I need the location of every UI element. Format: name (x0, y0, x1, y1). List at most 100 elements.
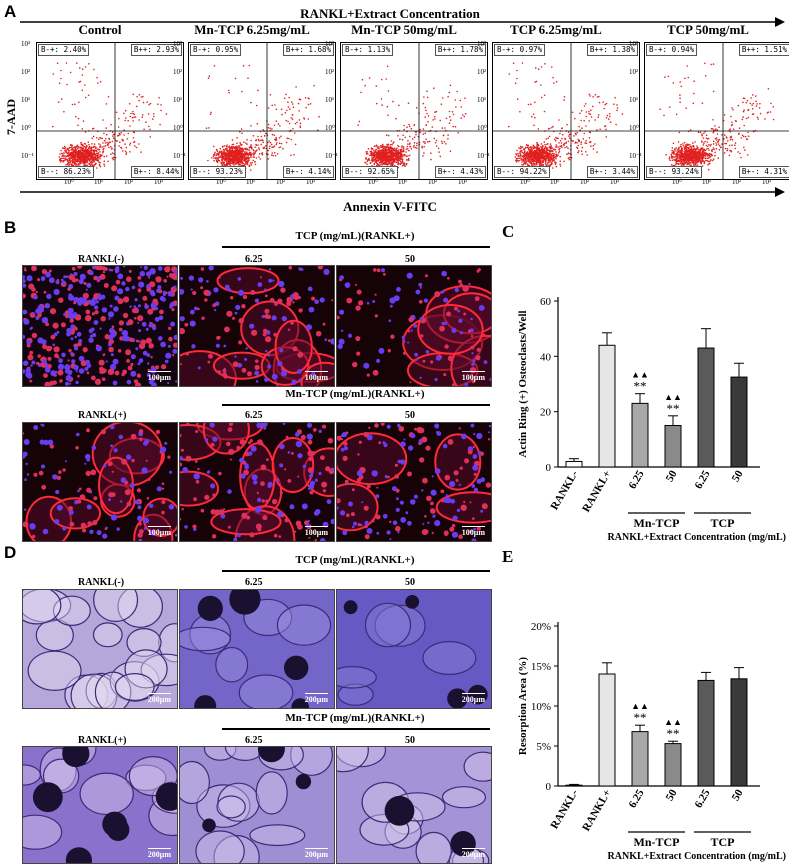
cell-dot (31, 311, 35, 315)
facs-event-dot (711, 128, 714, 130)
facs-event-dot (234, 161, 236, 164)
facs-event-dot (104, 140, 106, 142)
facs-event-dot (61, 152, 63, 155)
facs-event-dot (250, 154, 253, 157)
facs-x-tick: 10² (276, 178, 286, 186)
facs-event-dot (223, 161, 225, 164)
cell-dot (173, 334, 177, 340)
facs-event-dot (549, 155, 552, 158)
facs-event-dot (250, 125, 252, 127)
facs-event-dot (527, 152, 530, 154)
facs-event-dot (457, 131, 459, 134)
cell-dot (76, 266, 83, 269)
facs-event-dot (548, 127, 551, 130)
facs-event-dot (258, 156, 260, 158)
facs-event-dot (679, 157, 681, 160)
facs-event-dot (574, 117, 576, 120)
facs-event-dot (597, 114, 600, 116)
facs-event-dot (438, 151, 440, 153)
facs-event-dot (701, 165, 704, 167)
facs-event-dot (92, 135, 95, 138)
cell-dot (27, 354, 34, 361)
facs-event-dot (539, 152, 542, 155)
facs-event-dot (712, 132, 715, 134)
facs-event-dot (232, 146, 235, 148)
facs-event-dot (435, 139, 438, 142)
facs-event-dot (580, 143, 582, 145)
facs-event-dot (258, 148, 261, 151)
facs-event-dot (679, 94, 681, 96)
facs-event-dot (683, 159, 685, 161)
cell-dot (28, 283, 35, 290)
facs-event-dot (370, 147, 373, 149)
facs-event-dot (383, 161, 386, 164)
facs-event-dot (373, 156, 376, 159)
facs-event-dot (708, 143, 710, 146)
cell-dot (69, 382, 72, 385)
facs-event-dot (255, 104, 258, 107)
facs-event-dot (616, 104, 618, 106)
facs-event-dot (219, 150, 221, 153)
facs-event-dot (74, 148, 77, 150)
facs-event-dot (383, 145, 386, 148)
cell-dot (141, 321, 147, 327)
facs-event-dot (594, 94, 597, 96)
facs-event-dot (269, 127, 271, 129)
facs-event-dot (592, 96, 594, 98)
facs-event-dot (533, 146, 536, 148)
facs-event-dot (85, 146, 88, 149)
facs-event-dot (381, 150, 383, 153)
facs-event-dot (705, 144, 708, 147)
facs-event-dot (215, 157, 217, 160)
facs-event-dot (84, 156, 87, 159)
facs-event-dot (231, 154, 233, 157)
facs-x-tick: 10² (428, 178, 438, 186)
cell-dot (44, 366, 51, 373)
facs-event-dot (692, 161, 695, 164)
facs-event-dot (210, 111, 212, 114)
facs-event-dot (99, 151, 101, 153)
facs-event-dot (559, 132, 561, 135)
facs-event-dot (585, 142, 588, 145)
facs-event-dot (714, 151, 716, 154)
facs-event-dot (537, 144, 539, 146)
facs-event-dot (293, 154, 295, 156)
facs-event-dot (523, 161, 526, 164)
facs-event-dot (538, 161, 541, 164)
facs-title: TCP 50mg/mL (667, 22, 749, 37)
facs-event-dot (680, 152, 683, 154)
quadrant-label-ur: B++: 1.51% (738, 44, 789, 56)
facs-event-dot (229, 164, 232, 166)
facs-event-dot (379, 146, 381, 148)
facs-event-dot (407, 143, 409, 145)
facs-event-dot (708, 152, 711, 155)
facs-event-dot (702, 144, 705, 146)
facs-event-dot (236, 155, 239, 157)
facs-event-dot (269, 145, 271, 147)
facs-event-dot (273, 145, 276, 147)
cell-dot (31, 360, 36, 365)
facs-event-dot (401, 146, 403, 148)
facs-event-dot (692, 150, 695, 152)
facs-event-dot (705, 137, 708, 139)
facs-event-dot (582, 138, 585, 140)
facs-event-dot (415, 107, 418, 109)
facs-event-dot (529, 162, 532, 164)
facs-event-dot (693, 153, 696, 156)
facs-event-dot (375, 144, 378, 147)
facs-event-dot (103, 165, 106, 167)
cell-dot (138, 304, 141, 308)
facs-event-dot (540, 150, 542, 152)
facs-event-dot (537, 155, 540, 158)
cell-dot (126, 379, 132, 385)
facs-event-dot (149, 136, 152, 138)
facs-event-dot (759, 102, 761, 105)
facs-event-dot (67, 159, 69, 162)
facs-event-dot (685, 161, 688, 163)
facs-event-dot (425, 124, 427, 126)
facs-event-dot (384, 154, 387, 156)
facs-event-dot (441, 127, 444, 129)
facs-event-dot (460, 106, 463, 108)
facs-event-dot (434, 141, 437, 144)
facs-event-dot (687, 76, 690, 79)
